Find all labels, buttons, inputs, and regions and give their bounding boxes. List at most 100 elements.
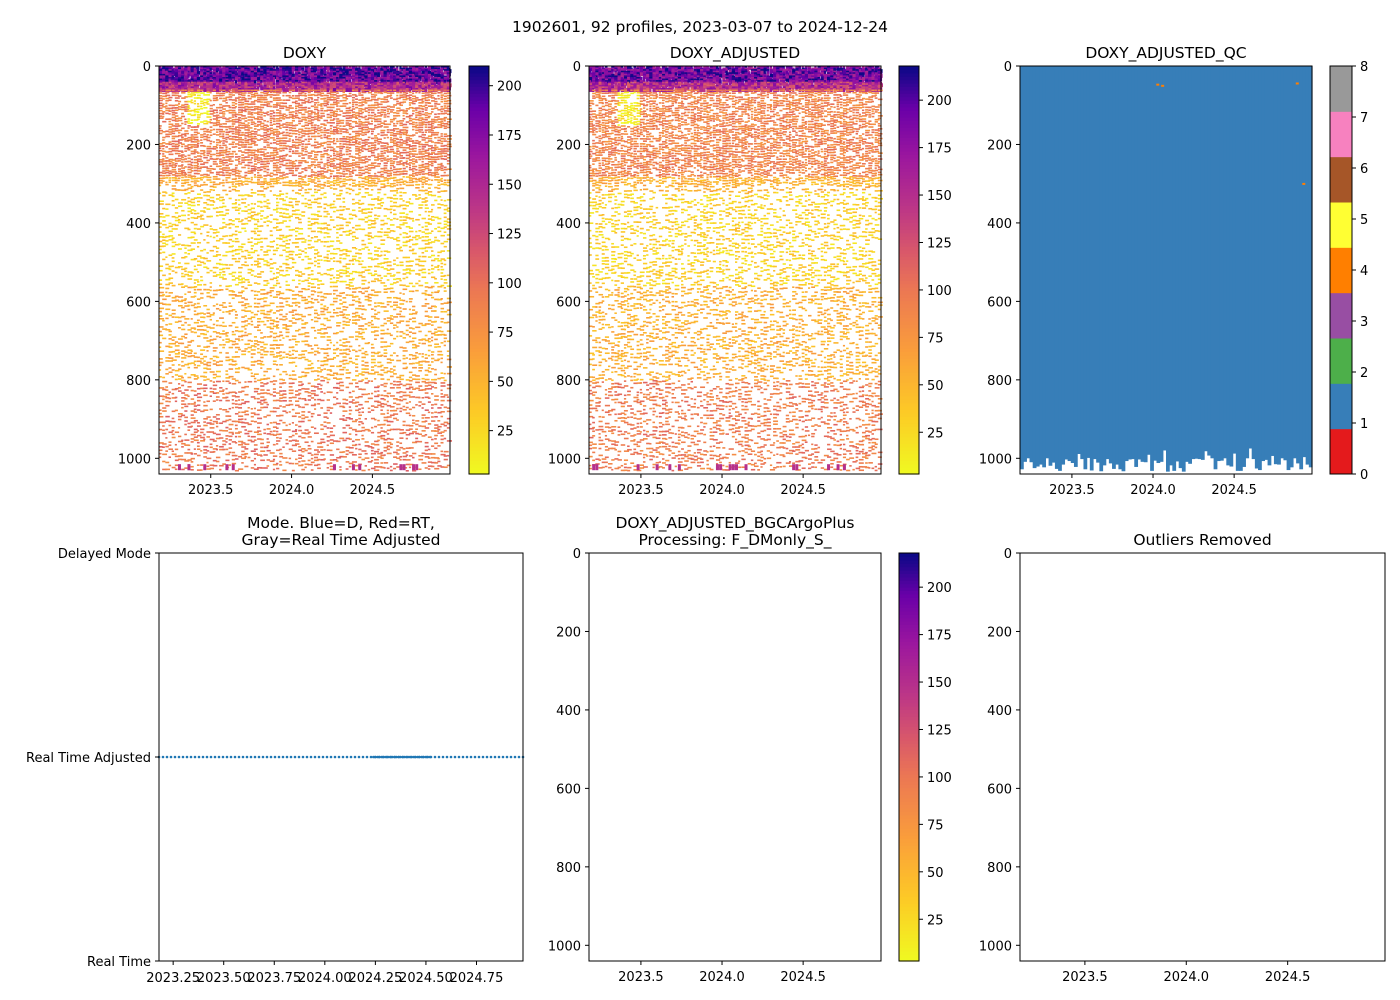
heatmap-cell [342,96,347,99]
heatmap-cell [206,267,210,270]
heatmap-cell [174,117,179,120]
heatmap-cell [171,185,176,187]
heatmap-cell [225,87,231,92]
heatmap-cell [203,156,208,159]
heatmap-cell [269,263,274,265]
heatmap-cell [165,291,168,294]
heatmap-cell [196,448,201,451]
heatmap-cell [310,302,315,304]
heatmap-cell [174,219,180,222]
heatmap-cell [288,389,294,392]
heatmap-cell [209,165,213,167]
heatmap-cell [291,139,294,142]
heatmap-cell [234,209,240,211]
heatmap-cell [257,134,261,136]
heatmap-cell [181,400,185,402]
heatmap-cell [266,253,269,256]
heatmap-cell [174,140,180,143]
heatmap-cell [310,93,315,96]
heatmap-cell [209,235,212,238]
heatmap-cell [193,156,197,158]
heatmap-cell [317,146,321,148]
heatmap-cell [174,369,180,372]
heatmap-cell [285,162,289,165]
heatmap-cell [187,217,190,220]
heatmap-cell [231,420,237,423]
heatmap-cell [301,464,304,466]
heatmap-cell [162,398,165,401]
heatmap-cell [345,306,349,309]
heatmap-cell [298,128,304,131]
heatmap-cell [279,228,283,231]
heatmap-cell [253,108,259,110]
heatmap-cell [165,107,169,110]
heatmap-cell [225,148,228,151]
heatmap-cell [320,323,325,326]
heatmap-cell [282,171,285,174]
heatmap-cell [247,317,252,320]
heatmap-cell [336,373,339,376]
heatmap-cell [266,449,271,452]
heatmap-cell [313,76,318,81]
heatmap-cell [339,234,343,236]
heatmap-cell [295,443,300,445]
heatmap-cell [260,166,265,168]
heatmap-cell [219,133,222,135]
heatmap-cell [320,441,326,444]
heatmap-cell [193,87,199,92]
heatmap-cell [165,118,171,120]
heatmap-cell [238,155,241,158]
heatmap-cell [260,293,266,295]
heatmap-cell [181,439,184,442]
heatmap-cell [260,190,264,192]
heatmap-cell [244,174,248,177]
heatmap-cell [282,315,287,318]
heatmap-cell [219,263,224,266]
heatmap-cell [345,119,349,122]
heatmap-cell [196,118,200,121]
heatmap-cell [263,237,268,240]
heatmap-cell [279,455,284,458]
heatmap-cell [228,143,234,146]
heatmap-cell [196,114,202,116]
heatmap-cell [168,179,171,182]
heatmap-cell [332,96,336,99]
heatmap-cell [184,150,188,152]
heatmap-cell [225,377,231,379]
heatmap-cell [298,172,302,174]
heatmap-cell [279,132,284,135]
heatmap-cell [165,428,169,431]
heatmap-cell [332,356,337,359]
heatmap-cell [276,194,282,197]
heatmap-cell [301,145,304,148]
heatmap-cell [231,183,234,185]
heatmap-cell [159,307,165,310]
heatmap-cell [165,130,169,133]
heatmap-cell [215,303,219,306]
heatmap-cell [304,150,308,153]
heatmap-cell [165,400,169,403]
heatmap-cell [336,240,341,242]
heatmap-cell [279,405,282,407]
heatmap-cell [257,86,260,91]
heatmap-cell [193,321,199,324]
heatmap-cell [339,314,345,316]
heatmap-cell [260,363,265,366]
heatmap-cell [326,399,331,401]
heatmap-cell [200,349,206,351]
heatmap-cell [253,153,258,156]
heatmap-cell [269,178,275,180]
heatmap-cell [228,324,233,327]
heatmap-cell [298,389,302,391]
heatmap-cell [295,159,298,162]
heatmap-cell [241,264,245,266]
heatmap-cell [247,456,251,459]
heatmap-cell [329,116,333,119]
heatmap-cell [219,206,224,209]
heatmap-cell [307,266,312,269]
heatmap-cell [250,89,256,92]
heatmap-cell [253,89,258,92]
heatmap-cell [298,460,301,463]
heatmap-cell [159,294,164,297]
heatmap-cell [253,390,259,393]
